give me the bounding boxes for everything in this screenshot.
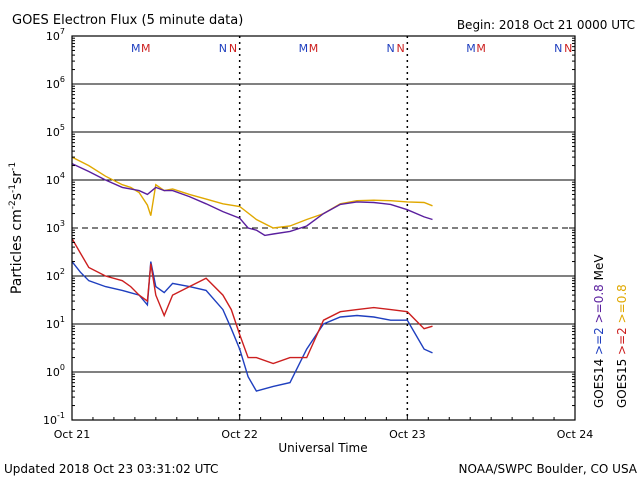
legend-goes14: GOES14 >=2 >=0.8 MeV — [592, 254, 606, 408]
orbit-marker: N — [564, 42, 572, 55]
series-line — [71, 261, 433, 392]
orbit-marker: N — [219, 42, 227, 55]
y-tick-label: 106 — [46, 75, 65, 91]
y-tick-label: 102 — [46, 267, 65, 283]
series-lines — [71, 156, 433, 392]
y-axis-label: Particles cm-2s-1sr-1 — [8, 162, 25, 294]
updated-timestamp: Updated 2018 Oct 23 03:31:02 UTC — [4, 462, 218, 476]
orbit-marker: M — [131, 42, 141, 55]
x-tick-label: Oct 23 — [389, 428, 426, 441]
orbit-marker: M — [466, 42, 476, 55]
y-tick-label: 103 — [46, 219, 65, 235]
x-tick-label: Oct 24 — [557, 428, 594, 441]
orbit-marker: N — [554, 42, 562, 55]
orbit-marker: N — [397, 42, 405, 55]
y-tick-label: 100 — [46, 363, 65, 379]
x-tick-label: Oct 22 — [221, 428, 258, 441]
series-line — [71, 238, 433, 365]
y-tick-label: 107 — [46, 27, 65, 43]
orbit-marker: M — [141, 42, 151, 55]
x-axis-label: Universal Time — [278, 441, 367, 455]
x-tick-label: Oct 21 — [54, 428, 91, 441]
orbit-marker: M — [309, 42, 319, 55]
orbit-marker: M — [476, 42, 486, 55]
begin-label: Begin: 2018 Oct 21 0000 UTC — [457, 18, 635, 32]
y-axis-ticks: 107 106 105 104 103 102 101 100 10-1 — [43, 27, 575, 427]
credit-label: NOAA/SWPC Boulder, CO USA — [459, 462, 638, 476]
orbit-marker: N — [229, 42, 237, 55]
orbit-marker: N — [386, 42, 394, 55]
y-tick-label: 104 — [46, 171, 65, 187]
y-tick-label: 105 — [46, 123, 65, 139]
y-tick-label: 101 — [46, 315, 65, 331]
chart-title: GOES Electron Flux (5 minute data) — [12, 13, 243, 28]
series-line — [71, 162, 433, 237]
x-axis-ticks: Oct 21 Oct 22 Oct 23 Oct 24 — [54, 414, 594, 441]
orbit-marker: M — [299, 42, 309, 55]
legend-goes15: GOES15 >=2 >=0.8 — [615, 284, 629, 408]
y-tick-label: 10-1 — [43, 411, 65, 427]
